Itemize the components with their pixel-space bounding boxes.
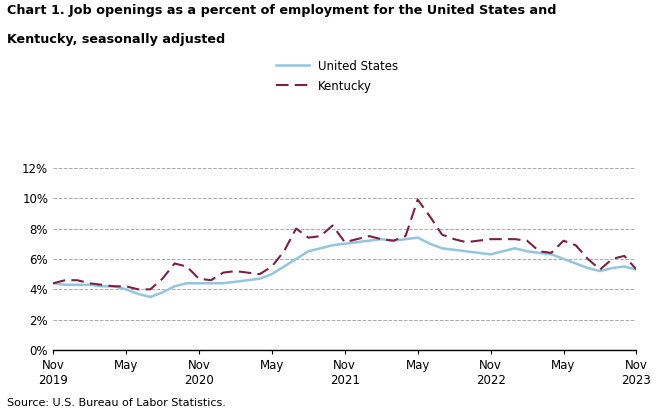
Legend: United States, Kentucky: United States, Kentucky — [271, 55, 403, 98]
Text: Kentucky, seasonally adjusted: Kentucky, seasonally adjusted — [7, 33, 225, 46]
Text: Source: U.S. Bureau of Labor Statistics.: Source: U.S. Bureau of Labor Statistics. — [7, 398, 225, 408]
Text: Chart 1. Job openings as a percent of employment for the United States and: Chart 1. Job openings as a percent of em… — [7, 4, 556, 17]
